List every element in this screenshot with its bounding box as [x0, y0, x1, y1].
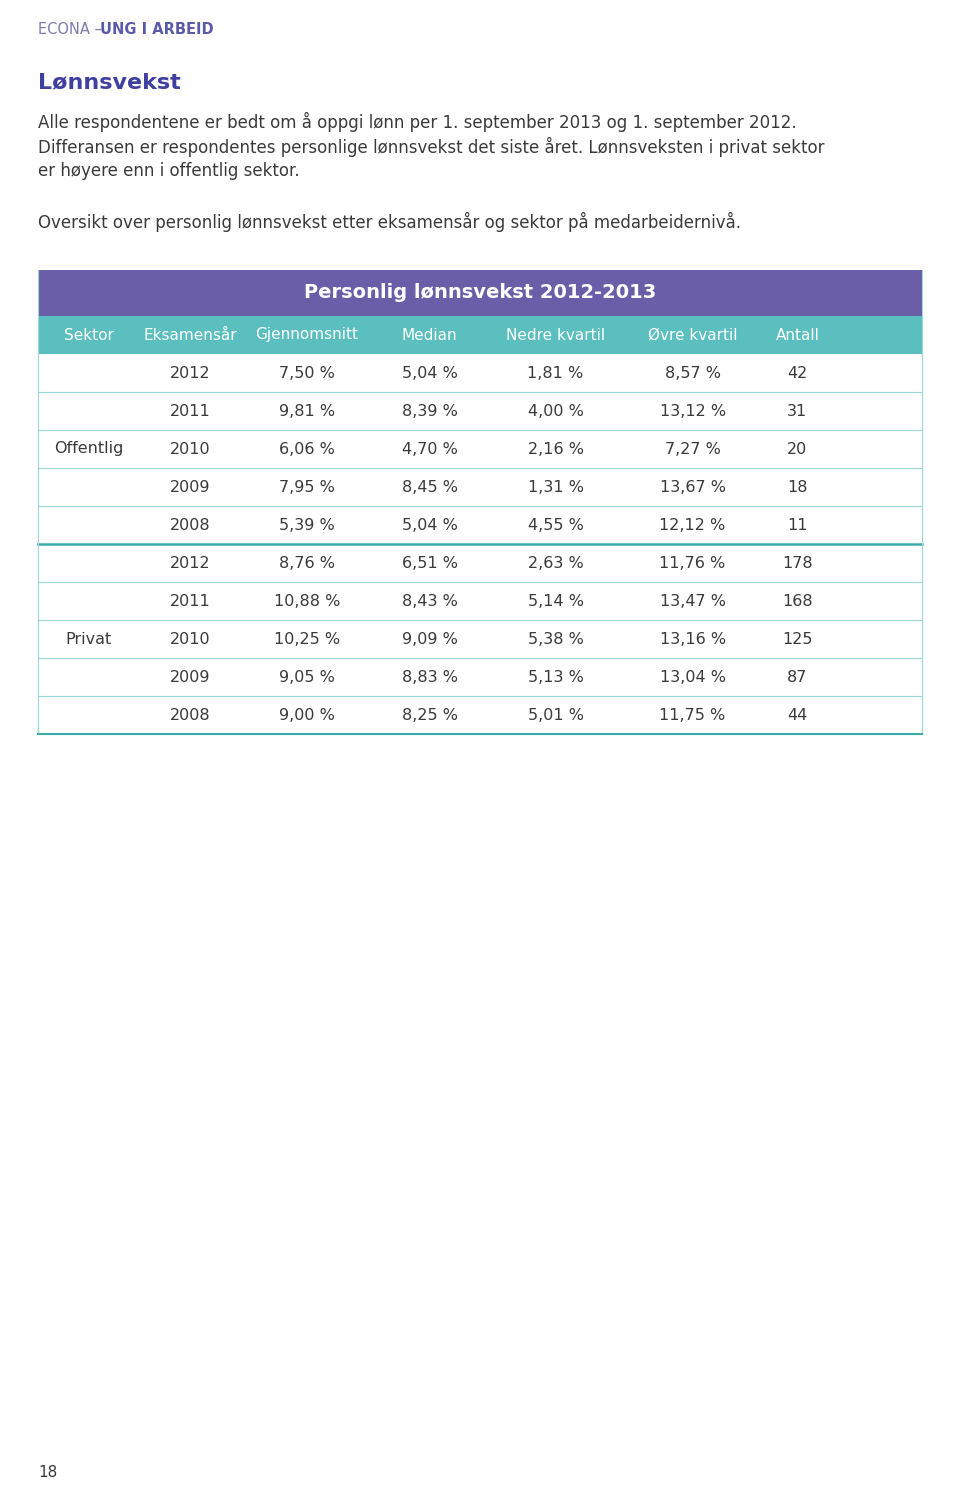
- Text: 2009: 2009: [170, 479, 211, 494]
- Bar: [38, 620, 922, 658]
- Text: 5,39 %: 5,39 %: [278, 518, 335, 533]
- Text: 5,38 %: 5,38 %: [528, 632, 584, 646]
- Text: Lønnsvekst: Lønnsvekst: [38, 72, 180, 93]
- Text: 6,06 %: 6,06 %: [278, 442, 335, 457]
- Bar: [38, 317, 922, 354]
- Text: 5,04 %: 5,04 %: [401, 518, 458, 533]
- Text: 2,63 %: 2,63 %: [528, 555, 584, 570]
- Text: 7,95 %: 7,95 %: [278, 479, 335, 494]
- Text: 168: 168: [782, 594, 813, 609]
- Bar: [38, 270, 922, 317]
- Text: 2012: 2012: [170, 366, 211, 381]
- Text: 9,00 %: 9,00 %: [278, 708, 335, 723]
- Text: 12,12 %: 12,12 %: [660, 518, 726, 533]
- Text: 44: 44: [787, 708, 807, 723]
- Text: 2012: 2012: [170, 555, 211, 570]
- Text: 10,25 %: 10,25 %: [274, 632, 340, 646]
- Text: Nedre kvartil: Nedre kvartil: [506, 327, 605, 342]
- Text: 125: 125: [782, 632, 812, 646]
- Text: UNG I ARBEID: UNG I ARBEID: [100, 22, 214, 37]
- Text: 11: 11: [787, 518, 807, 533]
- Text: 8,83 %: 8,83 %: [401, 669, 458, 684]
- Text: Eksamensår: Eksamensår: [144, 327, 237, 342]
- Text: 31: 31: [787, 403, 807, 418]
- Text: 2008: 2008: [170, 708, 211, 723]
- Text: 2010: 2010: [170, 632, 211, 646]
- Text: 4,70 %: 4,70 %: [401, 442, 458, 457]
- Text: ECONA –: ECONA –: [38, 22, 107, 37]
- Text: 4,55 %: 4,55 %: [528, 518, 584, 533]
- Bar: [38, 430, 922, 467]
- Text: Differansen er respondentes personlige lønnsvekst det siste året. Lønnsveksten i: Differansen er respondentes personlige l…: [38, 137, 825, 157]
- Text: Antall: Antall: [776, 327, 819, 342]
- Text: 8,43 %: 8,43 %: [401, 594, 458, 609]
- Text: 10,88 %: 10,88 %: [274, 594, 340, 609]
- Text: 8,39 %: 8,39 %: [401, 403, 458, 418]
- Text: Personlig lønnsvekst 2012-2013: Personlig lønnsvekst 2012-2013: [304, 284, 656, 303]
- Text: 2009: 2009: [170, 669, 211, 684]
- Text: 18: 18: [787, 479, 807, 494]
- Text: 13,16 %: 13,16 %: [660, 632, 726, 646]
- Text: 2008: 2008: [170, 518, 211, 533]
- Text: 11,76 %: 11,76 %: [660, 555, 726, 570]
- Text: 42: 42: [787, 366, 807, 381]
- Text: 5,13 %: 5,13 %: [528, 669, 584, 684]
- Text: 7,27 %: 7,27 %: [664, 442, 721, 457]
- Text: 7,50 %: 7,50 %: [278, 366, 335, 381]
- Text: 2011: 2011: [170, 403, 211, 418]
- Text: Øvre kvartil: Øvre kvartil: [648, 327, 737, 342]
- Bar: [38, 543, 922, 582]
- Text: Gjennomsnitt: Gjennomsnitt: [255, 327, 358, 342]
- Text: 20: 20: [787, 442, 807, 457]
- Text: 9,81 %: 9,81 %: [278, 403, 335, 418]
- Text: Median: Median: [402, 327, 457, 342]
- Text: 1,81 %: 1,81 %: [527, 366, 584, 381]
- Text: 8,25 %: 8,25 %: [401, 708, 458, 723]
- Text: 5,01 %: 5,01 %: [528, 708, 584, 723]
- Bar: [38, 658, 922, 696]
- Bar: [38, 506, 922, 543]
- Text: 8,57 %: 8,57 %: [664, 366, 721, 381]
- Text: er høyere enn i offentlig sektor.: er høyere enn i offentlig sektor.: [38, 163, 300, 181]
- Bar: [38, 354, 922, 393]
- Text: 8,76 %: 8,76 %: [278, 555, 335, 570]
- Text: 11,75 %: 11,75 %: [660, 708, 726, 723]
- Bar: [38, 467, 922, 506]
- Text: 13,04 %: 13,04 %: [660, 669, 726, 684]
- Text: Alle respondentene er bedt om å oppgi lønn per 1. september 2013 og 1. september: Alle respondentene er bedt om å oppgi lø…: [38, 112, 797, 131]
- Text: 2010: 2010: [170, 442, 211, 457]
- Text: Privat: Privat: [65, 632, 112, 646]
- Bar: [38, 582, 922, 620]
- Text: 9,09 %: 9,09 %: [401, 632, 458, 646]
- Text: 178: 178: [782, 555, 813, 570]
- Text: 4,00 %: 4,00 %: [528, 403, 584, 418]
- Text: 13,47 %: 13,47 %: [660, 594, 726, 609]
- Text: 18: 18: [38, 1465, 58, 1480]
- Text: 9,05 %: 9,05 %: [278, 669, 335, 684]
- Text: 6,51 %: 6,51 %: [401, 555, 458, 570]
- Text: 13,12 %: 13,12 %: [660, 403, 726, 418]
- Text: 5,04 %: 5,04 %: [401, 366, 458, 381]
- Text: 8,45 %: 8,45 %: [401, 479, 458, 494]
- Text: 5,14 %: 5,14 %: [528, 594, 584, 609]
- Text: Oversikt over personlig lønnsvekst etter eksamensår og sektor på medarbeidernivå: Oversikt over personlig lønnsvekst etter…: [38, 212, 741, 231]
- Text: 1,31 %: 1,31 %: [528, 479, 584, 494]
- Text: Sektor: Sektor: [64, 327, 114, 342]
- Text: 2,16 %: 2,16 %: [528, 442, 584, 457]
- Text: 87: 87: [787, 669, 807, 684]
- Text: Offentlig: Offentlig: [54, 442, 124, 457]
- Bar: [38, 696, 922, 735]
- Bar: [38, 393, 922, 430]
- Text: 13,67 %: 13,67 %: [660, 479, 726, 494]
- Text: 2011: 2011: [170, 594, 211, 609]
